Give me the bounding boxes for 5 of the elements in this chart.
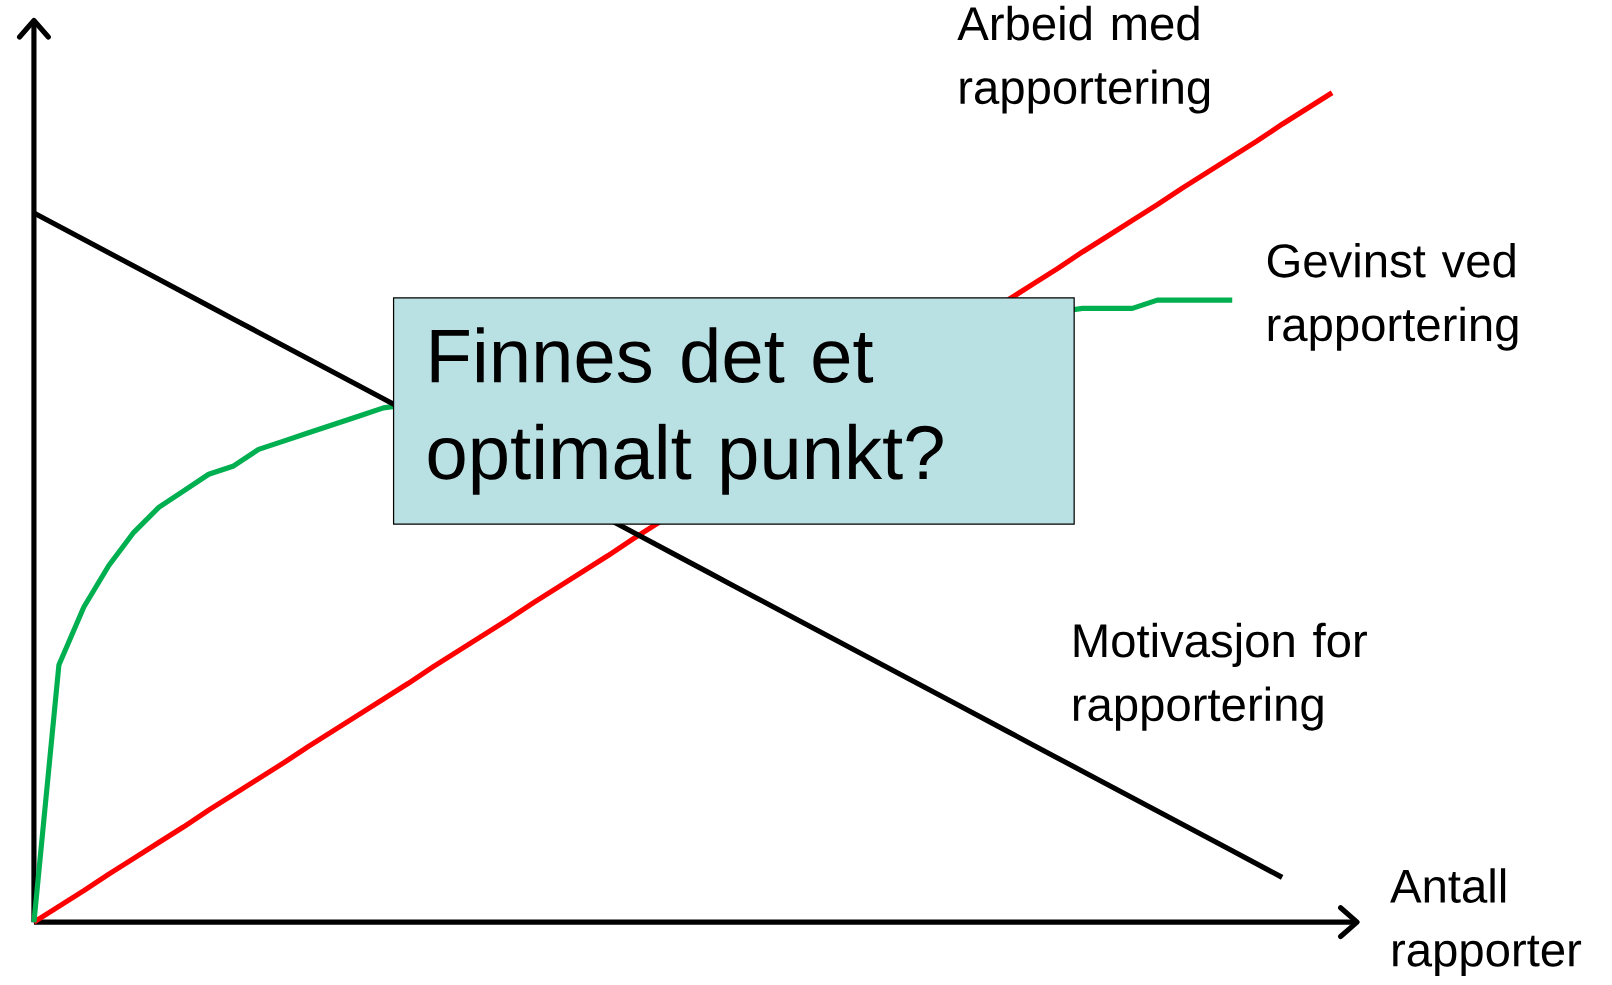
series-label: Gevinst ved rapportering	[1267, 242, 1518, 351]
x-axis-title: Antall rapporter	[1390, 868, 1582, 977]
series-label: Arbeid med rapportering	[957, 5, 1210, 114]
annotation: Finnes det et optimalt punkt?	[428, 327, 943, 495]
series-label: Motivasjon for rapportering	[1073, 622, 1367, 731]
